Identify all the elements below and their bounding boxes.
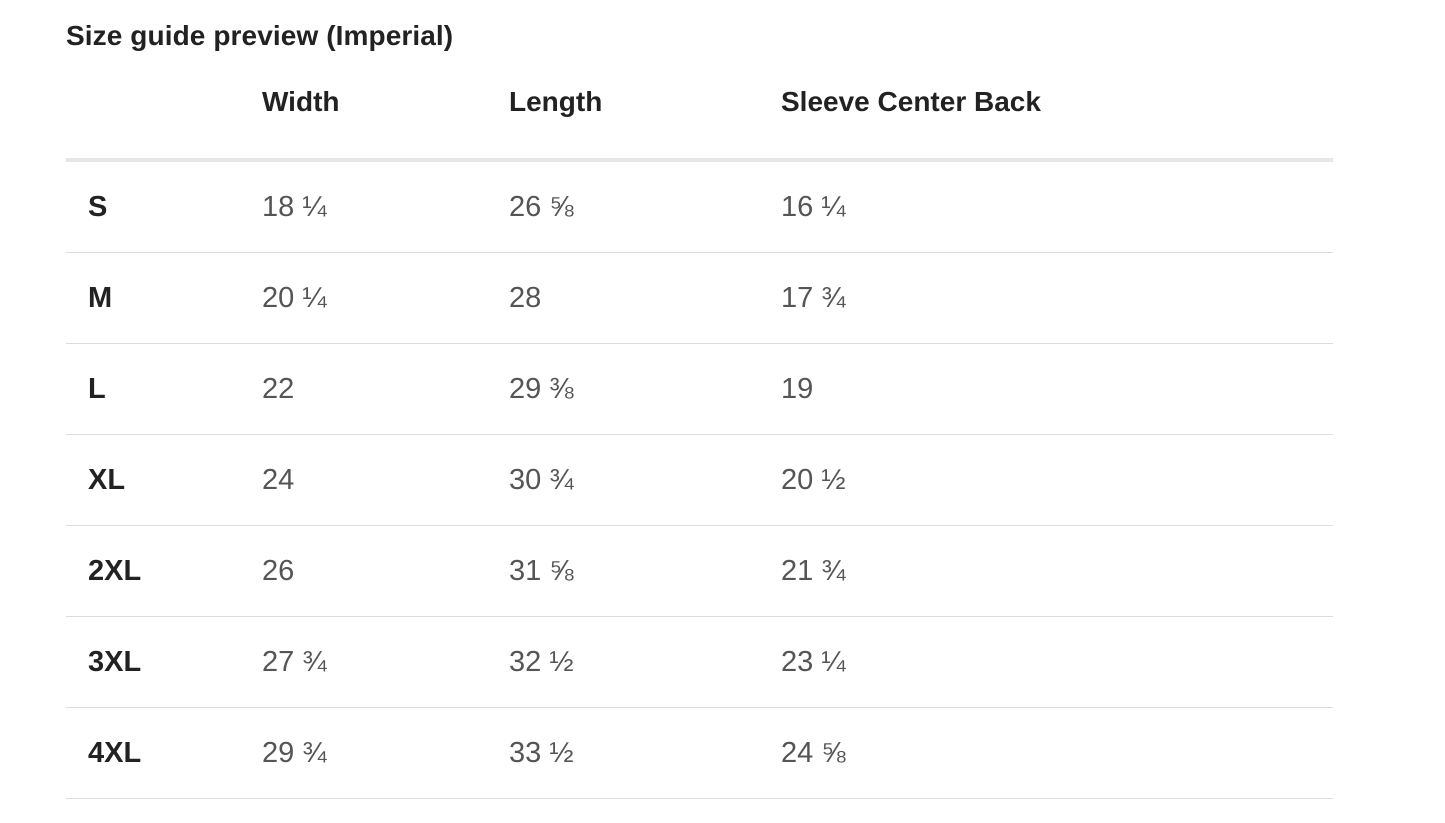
- size-label: 2XL: [66, 525, 262, 617]
- header-length: Length: [509, 70, 781, 162]
- table-header: Width Length Sleeve Center Back: [66, 70, 1333, 162]
- size-label: 3XL: [66, 616, 262, 708]
- table-row: 2XL 26 31 ⅝ 21 ¾: [66, 525, 1333, 617]
- length-value: 28: [509, 252, 781, 344]
- width-value: 24: [262, 434, 509, 526]
- size-guide-table: Width Length Sleeve Center Back S 18 ¼ 2…: [66, 70, 1333, 799]
- sleeve-value: 20 ½: [781, 434, 1333, 526]
- width-value: 22: [262, 343, 509, 435]
- table-row: L 22 29 ⅜ 19: [66, 343, 1333, 435]
- length-value: 30 ¾: [509, 434, 781, 526]
- size-label: L: [66, 343, 262, 435]
- sleeve-value: 23 ¼: [781, 616, 1333, 708]
- size-label: M: [66, 252, 262, 344]
- sleeve-value: 17 ¾: [781, 252, 1333, 344]
- sleeve-value: 19: [781, 343, 1333, 435]
- table-body: S 18 ¼ 26 ⅝ 16 ¼ M 20 ¼ 28 17 ¾ L 22 29 …: [66, 160, 1333, 799]
- length-value: 26 ⅝: [509, 160, 781, 253]
- table-row: XL 24 30 ¾ 20 ½: [66, 434, 1333, 526]
- page-title: Size guide preview (Imperial): [66, 20, 454, 51]
- sleeve-value: 21 ¾: [781, 525, 1333, 617]
- width-value: 29 ¾: [262, 707, 509, 799]
- header-sleeve-center-back: Sleeve Center Back: [781, 70, 1333, 162]
- width-value: 18 ¼: [262, 160, 509, 253]
- sleeve-value: 16 ¼: [781, 160, 1333, 253]
- header-row: Width Length Sleeve Center Back: [66, 70, 1333, 162]
- table-row: M 20 ¼ 28 17 ¾: [66, 252, 1333, 344]
- length-value: 32 ½: [509, 616, 781, 708]
- width-value: 20 ¼: [262, 252, 509, 344]
- table-row: 3XL 27 ¾ 32 ½ 23 ¼: [66, 616, 1333, 708]
- size-label: XL: [66, 434, 262, 526]
- sleeve-value: 24 ⅝: [781, 707, 1333, 799]
- size-label: 4XL: [66, 707, 262, 799]
- width-value: 26: [262, 525, 509, 617]
- table-row: S 18 ¼ 26 ⅝ 16 ¼: [66, 160, 1333, 253]
- header-size: [66, 70, 262, 162]
- table-row: 4XL 29 ¾ 33 ½ 24 ⅝: [66, 707, 1333, 799]
- length-value: 29 ⅜: [509, 343, 781, 435]
- length-value: 33 ½: [509, 707, 781, 799]
- width-value: 27 ¾: [262, 616, 509, 708]
- length-value: 31 ⅝: [509, 525, 781, 617]
- size-label: S: [66, 160, 262, 253]
- header-width: Width: [262, 70, 509, 162]
